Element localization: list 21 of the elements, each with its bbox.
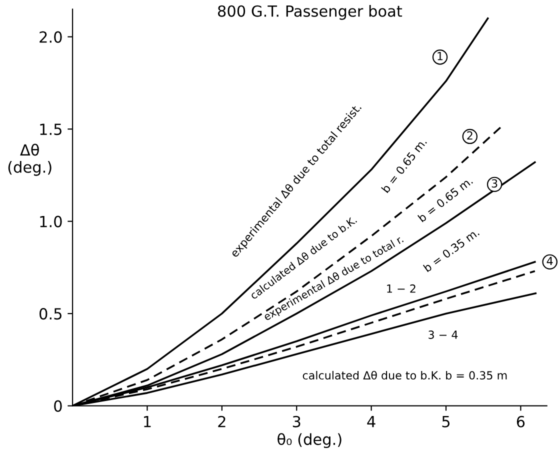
chart-title: 800 G.T. Passenger boat <box>218 5 402 20</box>
y-tick-label: 0.5 <box>40 308 62 320</box>
y-tick-label: 0 <box>54 400 62 412</box>
annotation: 3 <box>492 179 498 188</box>
x-tick-label: 3 <box>292 416 300 428</box>
annotation: 2 <box>467 131 472 140</box>
x-tick-label: 5 <box>442 416 450 428</box>
annotation: 1 <box>438 52 443 60</box>
x-tick-label: 2 <box>218 416 226 428</box>
annotation: calculated Δθ due to b.K. b = 0.35 m <box>302 370 507 380</box>
annotation: 1 − 2 <box>387 284 416 293</box>
y-tick-label: 2.0 <box>40 31 62 43</box>
annotation: 4 <box>546 256 553 265</box>
y-tick-label: 1.5 <box>40 124 62 136</box>
x-tick-label: 6 <box>516 416 525 428</box>
annotation: 3 − 4 <box>428 330 458 339</box>
y-tick-label: 1.0 <box>40 216 62 228</box>
x-tick-label: 4 <box>367 416 376 428</box>
y-axis-title: Δθ (deg.) <box>8 144 52 176</box>
x-tick-label: 1 <box>144 416 151 428</box>
x-axis-title: θ₀ (deg.) <box>278 433 342 448</box>
